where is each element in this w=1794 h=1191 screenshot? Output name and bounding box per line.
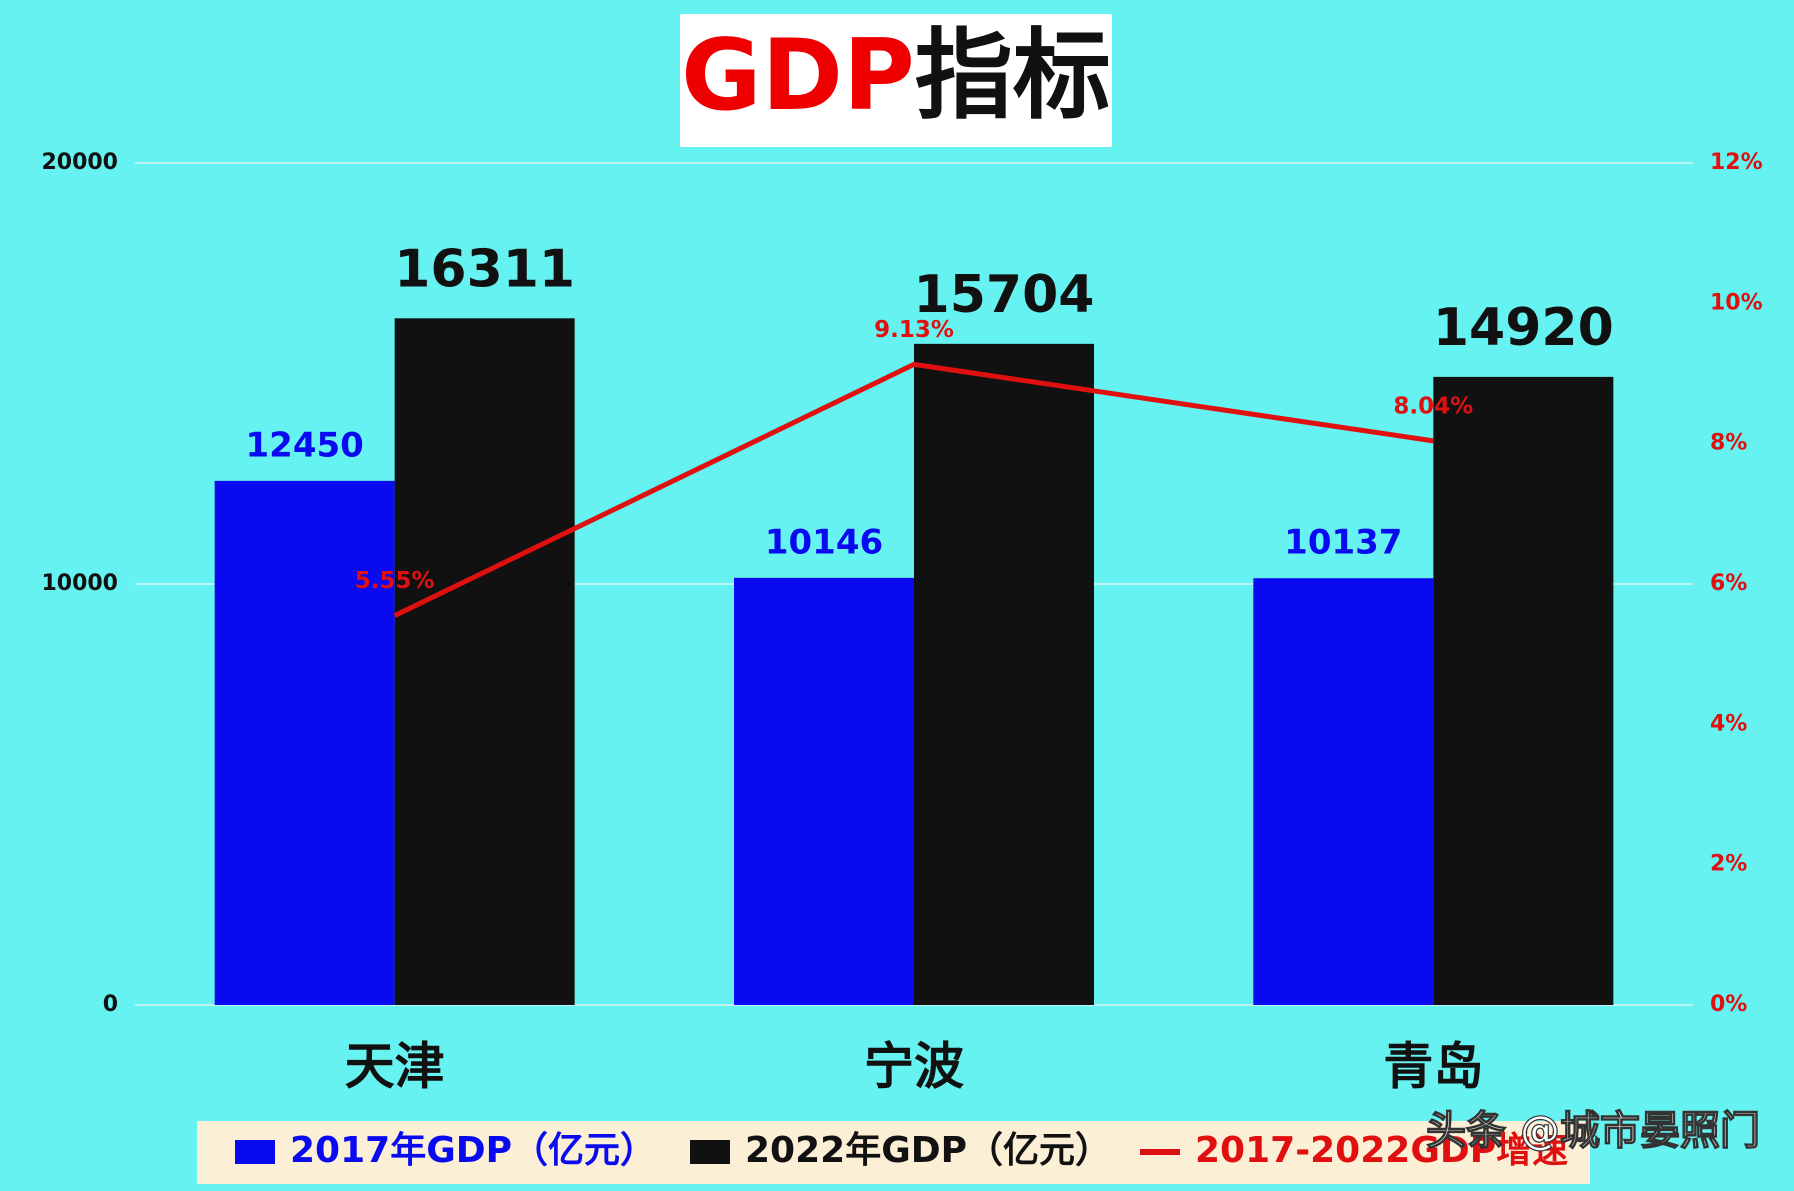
title-part: GDP — [681, 19, 915, 133]
legend-label: 2017-2022GDP增速 — [1195, 1130, 1568, 1171]
line-value-label: 8.04% — [1393, 393, 1473, 419]
legend-swatch — [690, 1140, 730, 1164]
x-tick-label: 天津 — [345, 1038, 445, 1096]
bar-value-label: 16311 — [394, 239, 575, 299]
x-tick-label: 宁波 — [864, 1038, 964, 1096]
bar — [394, 318, 575, 1005]
watermark: 头条 @城市晏照门 — [1426, 1108, 1760, 1154]
legend-swatch — [1140, 1149, 1180, 1155]
bar-value-label: 10146 — [765, 522, 883, 562]
legend-label: 2017年GDP（亿元） — [290, 1130, 656, 1171]
bar — [1433, 376, 1614, 1005]
y2-tick-label: 0% — [1710, 992, 1747, 1017]
bar-value-label: 10137 — [1284, 523, 1402, 563]
y2-tick-label: 10% — [1710, 290, 1763, 315]
legend-box — [197, 1121, 1590, 1184]
legend-label: 2022年GDP（亿元） — [745, 1130, 1111, 1171]
legend-swatch — [235, 1140, 275, 1164]
y2-tick-label: 2% — [1710, 852, 1747, 877]
line-value-label: 5.55% — [355, 568, 435, 594]
title-part: 指标 — [915, 19, 1111, 133]
line-value-label: 9.13% — [874, 317, 954, 343]
bar — [1253, 578, 1434, 1005]
bar-value-label: 15704 — [914, 265, 1095, 325]
bar — [734, 577, 914, 1005]
y2-tick-label: 8% — [1710, 431, 1747, 456]
y2-tick-label: 12% — [1710, 150, 1763, 175]
bar-value-label: 14920 — [1433, 298, 1614, 358]
y-tick-label: 0 — [103, 992, 118, 1017]
y2-tick-label: 4% — [1710, 711, 1747, 736]
bar — [214, 480, 395, 1006]
bar — [914, 343, 1094, 1006]
chart-title: GDP指标 — [681, 19, 1111, 133]
y-tick-label: 20000 — [41, 150, 118, 175]
y-tick-label: 10000 — [41, 571, 118, 596]
title-box — [680, 14, 1112, 147]
y2-tick-label: 6% — [1710, 571, 1747, 596]
line — [393, 361, 1434, 618]
bar-value-label: 12450 — [246, 425, 364, 465]
x-tick-label: 青岛 — [1383, 1038, 1483, 1096]
